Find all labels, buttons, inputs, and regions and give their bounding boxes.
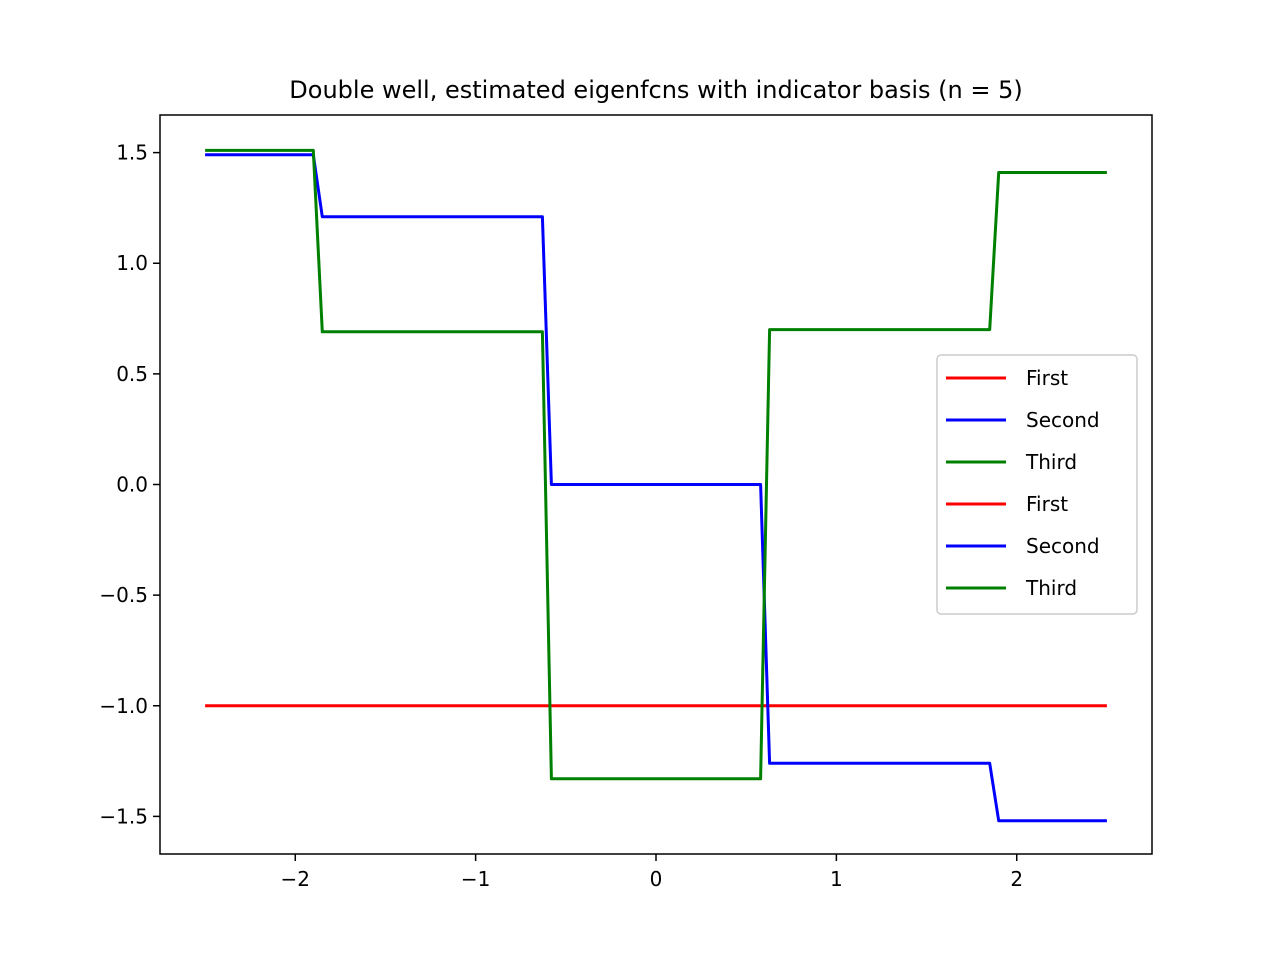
x-tick-label: 1 — [830, 867, 843, 891]
y-tick-label: −1.0 — [99, 694, 148, 718]
x-tick-label: −2 — [281, 867, 310, 891]
y-tick-label: 0.0 — [116, 473, 148, 497]
chart-title: Double well, estimated eigenfcns with in… — [289, 76, 1022, 104]
legend-label: First — [1026, 492, 1068, 516]
x-tick-label: 0 — [650, 867, 663, 891]
y-tick-label: −0.5 — [99, 583, 148, 607]
legend-label: Third — [1025, 576, 1077, 600]
legend-label: Second — [1026, 408, 1100, 432]
legend: First Second Third First Second Third — [936, 354, 1138, 615]
y-tick-label: −1.5 — [99, 804, 148, 828]
y-tick-label: 1.5 — [116, 141, 148, 165]
y-tick-label: 0.5 — [116, 362, 148, 386]
legend-label: First — [1026, 366, 1068, 390]
axes-layer: −2 −1 0 1 2 1.5 1.0 0.5 0.0 −0.5 −1.0 −1.5 — [99, 141, 1023, 891]
series-line-3 — [205, 148, 1107, 781]
legend-label: Second — [1026, 534, 1100, 558]
series-line-2 — [205, 153, 1107, 823]
series-layer — [205, 148, 1107, 823]
legend-label: Third — [1025, 450, 1077, 474]
y-tick-label: 1.0 — [116, 251, 148, 275]
x-tick-label: 2 — [1010, 867, 1023, 891]
x-tick-label: −1 — [461, 867, 490, 891]
